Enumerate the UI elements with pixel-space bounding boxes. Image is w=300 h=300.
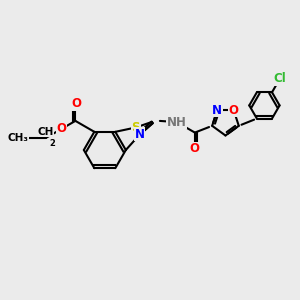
Text: O: O [229, 104, 239, 117]
Text: N: N [212, 104, 222, 117]
Text: N: N [135, 128, 145, 141]
Text: CH₃: CH₃ [8, 133, 29, 143]
Text: CH: CH [38, 127, 54, 137]
Text: O: O [71, 98, 81, 110]
Text: NH: NH [167, 116, 187, 129]
Text: 2: 2 [50, 139, 55, 148]
Text: O: O [190, 142, 200, 155]
Text: S: S [132, 121, 140, 134]
Text: O: O [56, 122, 67, 134]
Text: Cl: Cl [274, 72, 286, 86]
